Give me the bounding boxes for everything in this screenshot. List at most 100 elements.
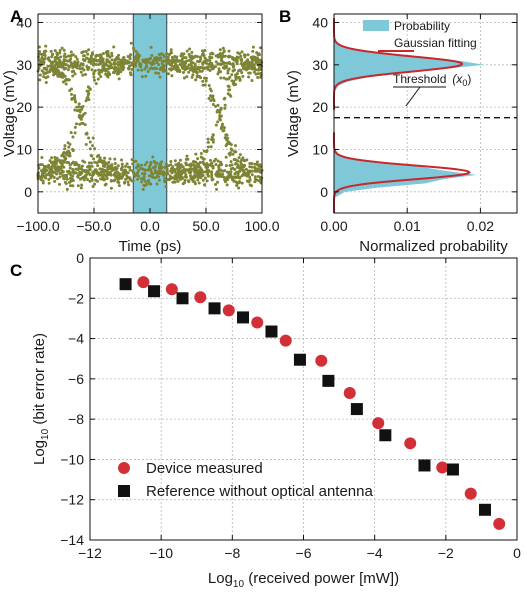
legend-marker-reference — [118, 485, 130, 497]
eye-point — [185, 59, 189, 63]
eye-point — [53, 155, 57, 159]
eye-point — [184, 173, 188, 177]
eye-point — [252, 63, 256, 67]
panel-a-xtick-label: 0.0 — [140, 218, 160, 234]
eye-point — [239, 54, 243, 58]
eye-point — [156, 172, 160, 176]
eye-point — [180, 60, 184, 64]
eye-point — [134, 50, 138, 54]
eye-point — [240, 50, 244, 54]
eye-point — [211, 133, 215, 137]
eye-point — [81, 121, 85, 125]
data-point-reference — [265, 325, 278, 338]
data-point-device — [194, 291, 207, 304]
eye-point — [212, 159, 216, 163]
eye-point — [86, 68, 90, 72]
eye-point — [145, 62, 149, 66]
eye-point — [109, 186, 113, 190]
eye-point — [256, 68, 260, 72]
eye-point — [99, 75, 103, 79]
eye-point — [225, 65, 229, 69]
eye-point — [79, 70, 83, 74]
eye-point — [151, 172, 155, 176]
panel-c-ytick-label: −6 — [68, 371, 84, 387]
eye-point — [65, 160, 69, 164]
eye-point — [235, 59, 239, 63]
eye-point — [143, 67, 147, 71]
eye-point — [74, 100, 78, 104]
panel-b-x-axis-label: Normalized probability — [359, 238, 508, 255]
eye-point — [235, 184, 239, 188]
eye-point — [253, 162, 257, 166]
eye-point — [231, 62, 235, 66]
eye-point — [203, 176, 207, 180]
eye-point — [154, 164, 158, 168]
data-point-reference — [478, 503, 491, 516]
eye-point — [250, 56, 254, 60]
panel-c-ytick-label: −8 — [68, 411, 84, 427]
eye-point — [136, 171, 140, 175]
eye-point — [245, 172, 249, 176]
eye-point — [87, 92, 91, 96]
eye-point — [233, 168, 237, 172]
eye-point — [202, 60, 206, 64]
eye-point — [243, 61, 247, 65]
eye-point — [161, 53, 165, 57]
eye-point — [95, 154, 99, 158]
eye-point — [66, 54, 70, 58]
eye-point — [67, 78, 71, 82]
eye-point — [115, 68, 119, 72]
eye-point — [201, 178, 205, 182]
eye-point — [84, 50, 88, 54]
data-point-reference — [148, 285, 161, 298]
eye-point — [224, 176, 228, 180]
eye-point — [232, 79, 236, 83]
eye-point — [97, 71, 101, 75]
eye-point — [174, 62, 178, 66]
legend-label-gaussian: Gaussian fitting — [394, 36, 477, 50]
eye-point — [94, 62, 98, 66]
eye-point — [94, 170, 98, 174]
eye-point — [79, 186, 83, 190]
eye-point — [108, 157, 112, 161]
eye-point — [147, 174, 151, 178]
eye-point — [91, 144, 95, 148]
panel-c-ytick-label: −10 — [60, 451, 84, 467]
eye-point — [128, 64, 132, 68]
eye-point — [47, 70, 51, 74]
eye-point — [159, 161, 163, 165]
eye-point — [258, 71, 262, 75]
eye-point — [70, 161, 74, 165]
eye-point — [73, 125, 77, 129]
eye-point — [90, 154, 94, 158]
eye-point — [148, 167, 152, 171]
eye-point — [195, 162, 199, 166]
eye-point — [215, 187, 219, 191]
eye-point — [58, 161, 62, 165]
eye-point — [86, 52, 90, 56]
panel-b-ytick-label: 0 — [320, 184, 328, 200]
eye-point — [136, 68, 140, 72]
eye-point — [53, 58, 57, 62]
eye-point — [210, 178, 214, 182]
eye-point — [249, 184, 253, 188]
eye-point — [165, 169, 169, 173]
eye-point — [50, 174, 54, 178]
eye-point — [70, 92, 74, 96]
eye-point — [146, 70, 150, 74]
eye-point — [75, 57, 79, 61]
eye-point — [193, 54, 197, 58]
eye-point — [89, 61, 93, 65]
eye-point — [77, 105, 81, 109]
eye-point — [58, 172, 62, 176]
legend-label-probability: Probability — [394, 19, 450, 33]
eye-point — [194, 152, 198, 156]
eye-point — [61, 170, 65, 174]
eye-point — [229, 147, 233, 151]
eye-point — [67, 149, 71, 153]
panel-c-ytick-label: 0 — [76, 250, 84, 266]
eye-point — [206, 140, 210, 144]
eye-point — [248, 169, 252, 173]
eye-point — [206, 137, 210, 141]
panel-b-ytick-label: 30 — [312, 57, 328, 73]
